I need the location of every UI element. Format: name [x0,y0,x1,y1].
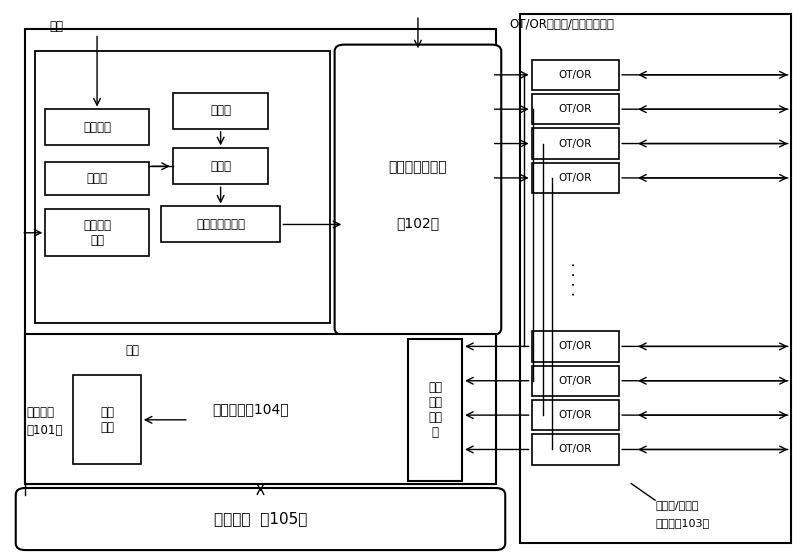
Bar [161,207,281,242]
Text: OT/OR: OT/OR [558,410,592,420]
Text: 用户: 用户 [125,344,139,357]
Bar [531,400,619,431]
Text: 调制器: 调制器 [210,160,231,173]
Bar [26,334,496,483]
Text: 用户: 用户 [50,20,63,33]
Text: 数据接口: 数据接口 [83,121,111,134]
Bar [531,365,619,396]
Bar [531,128,619,159]
Text: 掺铗光纤放大器: 掺铗光纤放大器 [196,218,245,231]
Bar [46,162,149,196]
Text: · · · ·: · · · · [568,261,583,296]
Text: 数据
接口: 数据 接口 [100,406,114,434]
FancyBboxPatch shape [334,45,502,335]
Text: 线阵列（103）: 线阵列（103） [655,518,710,528]
Text: OT/OR: OT/OR [558,104,592,114]
Bar [531,331,619,361]
Text: （102）: （102） [396,216,439,230]
Bar [531,60,619,90]
FancyBboxPatch shape [16,488,506,550]
Text: OT/OR: OT/OR [558,173,592,183]
Text: 光发射/接收天: 光发射/接收天 [655,500,698,510]
Text: OT/OR: OT/OR [558,444,592,455]
Bar [26,29,496,483]
Text: 光发射机: 光发射机 [27,406,55,419]
Bar [531,94,619,124]
Text: OT/OR: OT/OR [558,139,592,149]
Text: 光发射交换矩阵: 光发射交换矩阵 [389,160,447,175]
Bar [519,13,790,544]
Bar [408,339,462,481]
Text: （101）: （101） [27,424,63,437]
Bar [173,93,269,129]
Text: OT/OR: OT/OR [558,70,592,80]
Bar [73,375,141,464]
Text: 激光源: 激光源 [210,104,231,118]
Bar [173,148,269,184]
Text: 光电
二极
管阵
列: 光电 二极 管阵 列 [428,381,442,439]
Bar [531,163,619,193]
Bar [531,434,619,465]
Text: OT/OR：发送/接收天线单元: OT/OR：发送/接收天线单元 [510,18,614,31]
Bar [46,110,149,145]
Text: OT/OR: OT/OR [558,341,592,351]
Text: 缓存区: 缓存区 [86,172,107,185]
Text: OT/OR: OT/OR [558,376,592,386]
Text: 消息产生
模块: 消息产生 模块 [83,219,111,247]
Text: 光接收机（104）: 光接收机（104） [213,402,290,416]
Text: 控制单元  （105）: 控制单元 （105） [214,511,307,526]
Bar [46,209,149,256]
Bar [35,51,330,323]
